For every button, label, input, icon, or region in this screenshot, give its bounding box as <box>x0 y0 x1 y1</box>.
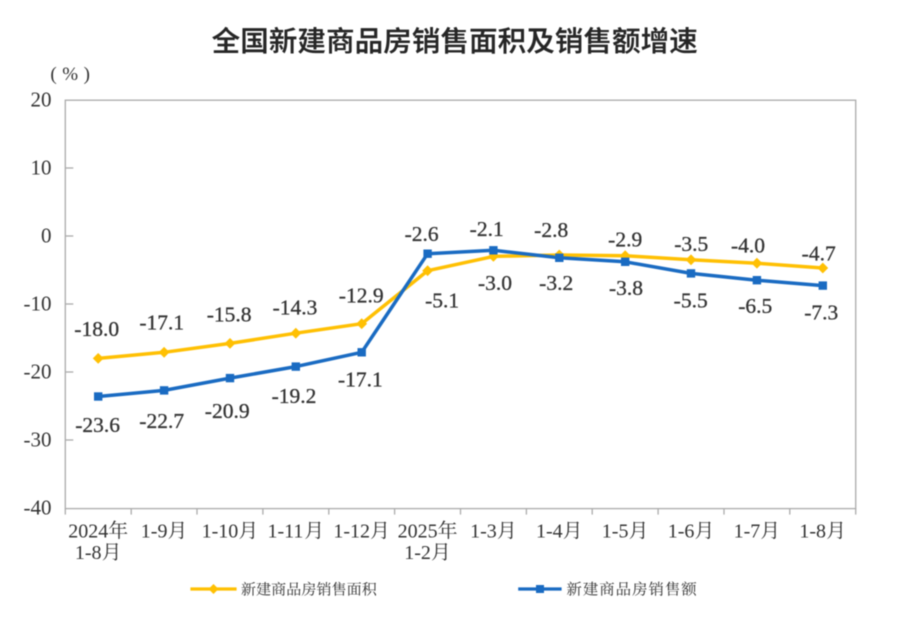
svg-text:-30: -30 <box>24 427 52 451</box>
svg-text:-17.1: -17.1 <box>338 368 383 392</box>
svg-text:1-7: 1-7 <box>734 521 761 543</box>
svg-text:-10: -10 <box>24 291 52 315</box>
svg-text:-6.5: -6.5 <box>738 294 772 318</box>
svg-text:2025: 2025 <box>398 521 438 543</box>
svg-text:-12.9: -12.9 <box>339 284 384 308</box>
svg-text:-3.2: -3.2 <box>539 271 573 295</box>
svg-text:-5.5: -5.5 <box>674 289 708 313</box>
svg-text:-18.0: -18.0 <box>74 317 119 341</box>
svg-text:-5.1: -5.1 <box>425 289 459 313</box>
svg-text:1-8: 1-8 <box>799 521 826 543</box>
svg-text:-3.8: -3.8 <box>609 276 643 300</box>
svg-text:1-3: 1-3 <box>470 521 497 543</box>
svg-text:-2.8: -2.8 <box>534 218 568 242</box>
svg-text:-20: -20 <box>24 359 52 383</box>
svg-text:-3.5: -3.5 <box>674 232 708 256</box>
svg-text:-3.0: -3.0 <box>478 271 512 295</box>
svg-text:-7.3: -7.3 <box>804 301 838 325</box>
svg-text:-2.9: -2.9 <box>608 228 642 252</box>
svg-text:-14.3: -14.3 <box>273 296 318 320</box>
svg-text:1-8: 1-8 <box>75 542 102 564</box>
svg-text:20: 20 <box>31 87 52 111</box>
svg-text:0: 0 <box>41 223 52 247</box>
svg-text:-23.6: -23.6 <box>75 413 120 437</box>
svg-text:1-12: 1-12 <box>333 521 370 543</box>
svg-text:-22.7: -22.7 <box>139 409 184 433</box>
svg-text:1-6: 1-6 <box>668 521 695 543</box>
svg-text:2024: 2024 <box>68 521 108 543</box>
svg-text:-2.6: -2.6 <box>405 222 439 246</box>
svg-text:1-2: 1-2 <box>404 542 431 564</box>
svg-text:-19.2: -19.2 <box>272 384 317 408</box>
svg-text:1-9: 1-9 <box>141 521 168 543</box>
svg-text:-20.9: -20.9 <box>205 399 250 423</box>
svg-text:( % ): ( % ) <box>50 64 90 85</box>
svg-text:-40: -40 <box>24 495 52 519</box>
svg-text:10: 10 <box>31 155 52 179</box>
svg-text:1-11: 1-11 <box>268 521 304 543</box>
svg-text:-4.0: -4.0 <box>731 234 765 258</box>
svg-text:-4.7: -4.7 <box>802 242 836 266</box>
svg-text:1-5: 1-5 <box>602 521 629 543</box>
svg-text:1-10: 1-10 <box>202 521 239 543</box>
svg-text:-17.1: -17.1 <box>139 310 184 334</box>
svg-text:-15.8: -15.8 <box>207 302 252 326</box>
svg-text:-2.1: -2.1 <box>470 217 504 241</box>
svg-text:1-4: 1-4 <box>536 521 563 543</box>
